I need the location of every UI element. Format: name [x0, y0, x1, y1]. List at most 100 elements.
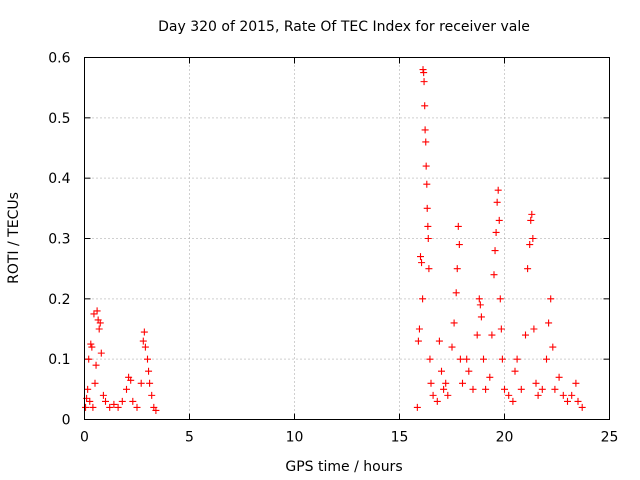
- x-tick-label: 25: [601, 430, 619, 446]
- data-point: [152, 406, 160, 414]
- data-point: [555, 373, 563, 381]
- data-point: [414, 337, 422, 345]
- data-point: [139, 337, 147, 345]
- y-axis-label: ROTI / TECUs: [6, 192, 22, 284]
- data-point: [511, 367, 519, 375]
- data-point: [568, 391, 576, 399]
- data-point: [456, 355, 464, 363]
- data-point: [91, 379, 99, 387]
- data-point: [486, 373, 494, 381]
- data-point: [413, 403, 421, 411]
- y-tick-label: 0.6: [48, 51, 70, 67]
- data-point: [96, 319, 104, 327]
- data-point: [538, 385, 546, 393]
- data-point: [99, 391, 107, 399]
- data-point: [140, 328, 148, 336]
- data-point: [452, 289, 460, 297]
- data-point: [490, 271, 498, 279]
- data-point: [146, 379, 154, 387]
- data-point: [559, 391, 567, 399]
- data-point: [459, 379, 466, 387]
- data-point: [422, 138, 430, 146]
- data-point: [505, 391, 513, 399]
- data-point: [491, 247, 499, 255]
- data-point: [564, 397, 571, 405]
- y-tick-label: 0.2: [48, 292, 70, 308]
- data-point: [422, 162, 430, 170]
- grid-lines: [84, 57, 610, 420]
- data-point: [82, 403, 90, 411]
- data-point: [488, 331, 496, 339]
- data-point: [420, 78, 428, 86]
- x-tick-label: 15: [391, 430, 409, 446]
- y-tick-label: 0.3: [48, 232, 70, 248]
- data-point: [423, 204, 431, 212]
- data-point: [89, 403, 97, 411]
- data-point: [148, 391, 156, 399]
- data-point: [444, 391, 452, 399]
- data-point: [87, 340, 95, 348]
- data-point: [423, 180, 431, 188]
- data-point: [144, 355, 151, 363]
- data-point: [102, 397, 109, 405]
- data-point: [524, 265, 532, 273]
- y-tick-label: 0.1: [48, 352, 70, 368]
- data-point: [429, 391, 437, 399]
- data-point: [123, 385, 130, 393]
- data-point: [530, 325, 538, 333]
- data-point: [526, 241, 534, 249]
- chart-title: Day 320 of 2015, Rate Of TEC Index for r…: [158, 19, 530, 35]
- data-point: [110, 400, 118, 408]
- data-point: [427, 379, 435, 387]
- data-point: [529, 235, 537, 242]
- data-point: [496, 295, 504, 303]
- x-tick-label: 5: [185, 430, 194, 446]
- data-point: [497, 325, 505, 333]
- data-point: [465, 367, 473, 375]
- data-point: [493, 198, 501, 206]
- data-point: [513, 355, 521, 363]
- data-point: [501, 385, 508, 393]
- data-point: [475, 295, 483, 303]
- data-point: [88, 343, 96, 351]
- x-tick-label: 10: [286, 430, 304, 446]
- data-point: [463, 355, 471, 363]
- data-point: [433, 397, 441, 405]
- data-point: [492, 228, 500, 236]
- data-point: [137, 379, 145, 387]
- data-point: [545, 319, 553, 327]
- data-point: [469, 385, 477, 393]
- data-point: [424, 235, 432, 242]
- data-point: [86, 397, 94, 405]
- data-point: [578, 403, 586, 411]
- data-points: [82, 66, 586, 414]
- data-point: [453, 265, 461, 273]
- data-point: [543, 355, 550, 363]
- data-point: [532, 379, 540, 387]
- data-point: [448, 343, 456, 351]
- data-point: [574, 397, 582, 405]
- y-tick-label: 0: [62, 413, 71, 429]
- data-point: [450, 319, 458, 327]
- data-point: [517, 385, 525, 393]
- data-point: [417, 253, 424, 261]
- y-tick-label: 0.4: [48, 171, 70, 187]
- data-point: [93, 307, 101, 315]
- data-point: [97, 349, 105, 357]
- data-point: [495, 216, 503, 224]
- data-point: [424, 222, 432, 230]
- y-tick-label: 0.5: [48, 111, 70, 127]
- data-point: [442, 379, 450, 387]
- data-point: [127, 376, 135, 384]
- data-point: [419, 66, 427, 74]
- data-point: [476, 301, 484, 309]
- data-point: [551, 385, 559, 393]
- data-point: [145, 367, 153, 375]
- data-point: [547, 295, 555, 303]
- data-point: [494, 186, 502, 194]
- data-point: [85, 355, 93, 363]
- data-point: [522, 331, 529, 339]
- data-point: [455, 241, 463, 249]
- x-tick-label: 0: [80, 430, 89, 446]
